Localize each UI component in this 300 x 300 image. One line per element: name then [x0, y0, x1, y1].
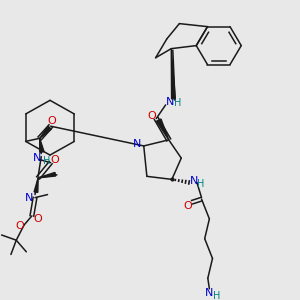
Text: H: H: [174, 98, 182, 108]
Text: H: H: [43, 155, 50, 166]
Text: N: N: [166, 97, 175, 107]
Text: O: O: [51, 155, 59, 165]
Text: O: O: [48, 116, 57, 126]
Text: N: N: [205, 288, 214, 298]
Text: O: O: [147, 110, 156, 121]
Text: N: N: [133, 140, 142, 149]
Text: O: O: [34, 214, 43, 224]
Polygon shape: [40, 138, 44, 152]
Text: N: N: [25, 193, 34, 202]
Polygon shape: [157, 119, 169, 140]
Polygon shape: [40, 126, 51, 138]
Text: O: O: [15, 221, 24, 231]
Polygon shape: [171, 49, 175, 99]
Text: N: N: [33, 153, 42, 163]
Text: H: H: [213, 291, 220, 300]
Text: H: H: [197, 179, 204, 189]
Text: N: N: [190, 176, 198, 186]
Text: O: O: [183, 201, 192, 211]
Polygon shape: [34, 178, 38, 192]
Polygon shape: [38, 172, 56, 178]
